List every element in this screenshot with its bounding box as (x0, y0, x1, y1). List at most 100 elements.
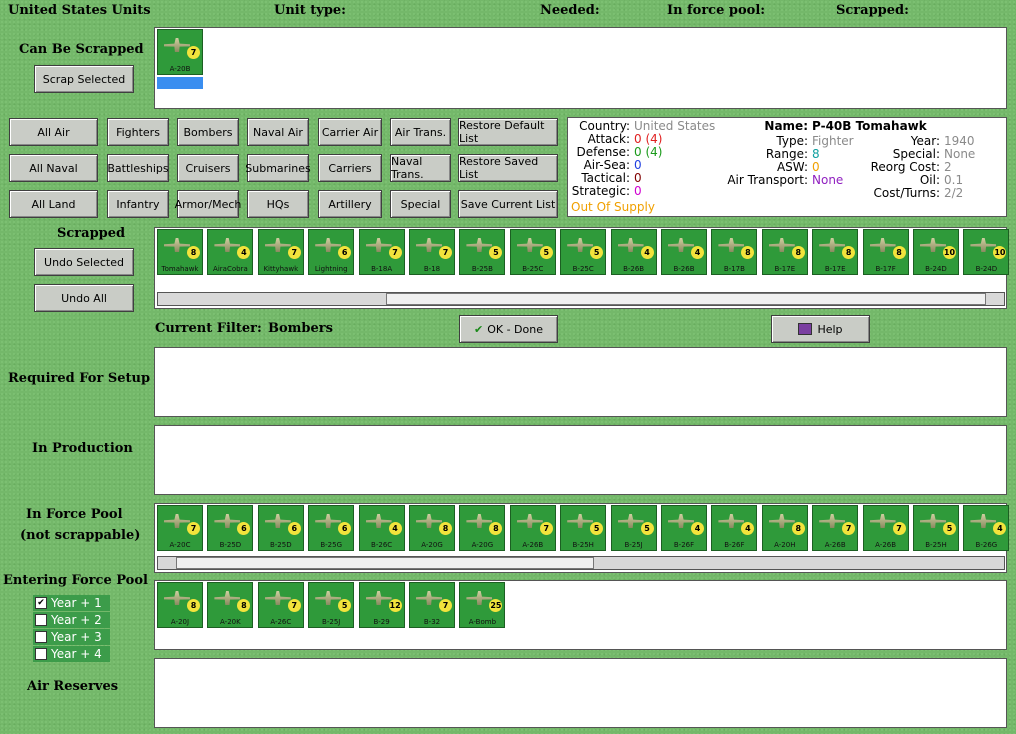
unit-counter[interactable]: 6 B-25G (308, 505, 355, 551)
filter-button[interactable]: Restore Default List (458, 118, 558, 146)
unit-counter[interactable]: 6 B-25D (207, 505, 254, 551)
filter-button[interactable]: Submarines (245, 154, 311, 182)
scrap-button[interactable]: Scrap Selected (34, 65, 134, 93)
filter-button[interactable]: Cruisers (177, 154, 239, 182)
filter-button[interactable]: Restore Saved List (458, 154, 558, 182)
unit-strength: 10 (943, 246, 956, 259)
filter-button[interactable]: Special (390, 190, 451, 218)
checkbox[interactable] (35, 614, 47, 626)
unit-counter[interactable]: 8 A-20K (207, 582, 254, 628)
unit-counter[interactable]: 8 A-20G (459, 505, 506, 551)
help-button[interactable]: Help (771, 315, 870, 343)
unit-counter[interactable]: 8 A-20H (761, 505, 808, 551)
unit-counter[interactable]: 8 A-20J (157, 582, 203, 628)
filter-button[interactable]: All Land (9, 190, 98, 218)
filter-button[interactable]: Carriers (318, 154, 382, 182)
unit-counter[interactable]: 8 B-17F (862, 229, 909, 275)
unit-strength: 8 (791, 522, 805, 535)
undo-all-button[interactable]: Undo All (34, 284, 134, 312)
checkbox[interactable]: ✔ (35, 597, 47, 609)
info-value: 0.1 (944, 173, 964, 187)
unit-counter[interactable]: 7 A-26B (509, 505, 556, 551)
unit-counter[interactable]: 5 B-25J (308, 582, 355, 628)
filter-button[interactable]: Air Trans. (390, 118, 451, 146)
unit-strength: 7 (187, 522, 200, 535)
unit-counter[interactable]: 7 A-26C (257, 582, 304, 628)
unit-strength: 25 (489, 599, 503, 612)
checkbox[interactable] (35, 648, 47, 660)
year-checkbox[interactable]: Year + 3 (33, 629, 110, 645)
filter-button[interactable]: All Air (9, 118, 98, 146)
year-checkbox[interactable]: ✔ Year + 1 (33, 595, 110, 611)
info-value: 0 (4) (634, 145, 663, 159)
unit-counter[interactable]: 4 B-26B (661, 229, 707, 275)
unit-counter[interactable]: 4 B-26B (610, 229, 657, 275)
unit-counter[interactable]: 4 B-26F (661, 505, 707, 551)
filter-button[interactable]: Save Current List (458, 190, 558, 218)
filter-button[interactable]: Naval Trans. (390, 154, 451, 182)
unit-counter[interactable]: 5 B-25H (913, 505, 959, 551)
setup-panel (154, 347, 1007, 417)
unit-counter[interactable]: 8 A-20G (409, 505, 455, 551)
info-status: Out Of Supply (571, 200, 655, 214)
unit-counter[interactable]: 8 Tomahawk (157, 229, 203, 275)
filter-button[interactable]: Infantry (107, 190, 169, 218)
year-checkbox[interactable]: Year + 4 (33, 646, 110, 662)
checkbox[interactable] (35, 631, 47, 643)
unit-code: B-26B (623, 265, 645, 273)
unit-counter[interactable]: 10 B-24D (963, 229, 1010, 275)
unit-art (264, 238, 291, 252)
unit-counter[interactable]: 7 A-26B (862, 505, 909, 551)
info-value: 1940 (944, 134, 975, 148)
section-label: Scrapped (57, 226, 126, 241)
unit-counter[interactable]: 8 B-17E (812, 229, 859, 275)
scrollbar[interactable] (157, 292, 1005, 306)
unit-counter[interactable]: 4 B-26C (358, 505, 405, 551)
unit-counter[interactable]: 6 B-25D (257, 505, 304, 551)
unit-strength: 4 (993, 522, 1007, 535)
info-panel (567, 117, 1007, 217)
unit-counter[interactable]: 5 B-25J (610, 505, 657, 551)
unit-code: B-25C (572, 265, 594, 273)
undo-selected-button[interactable]: Undo Selected (34, 248, 134, 276)
unit-art (768, 238, 795, 252)
unit-art (668, 238, 694, 252)
ok-button[interactable]: ✔ OK - Done (459, 315, 558, 343)
filter-button[interactable]: Bombers (177, 118, 239, 146)
filter-button[interactable]: Armor/Mech (175, 190, 241, 218)
unit-counter[interactable]: 5 B-25H (560, 505, 607, 551)
unit-counter[interactable]: 7 B-32 (409, 582, 455, 628)
filter-button[interactable]: All Naval (9, 154, 98, 182)
scroll-thumb[interactable] (176, 557, 594, 569)
year-checkbox[interactable]: Year + 2 (33, 612, 110, 628)
filter-button[interactable]: Fighters (107, 118, 169, 146)
unit-counter[interactable]: 5 B-25C (560, 229, 607, 275)
unit-counter[interactable]: 7 A-20C (157, 505, 203, 551)
unit-counter[interactable]: 4 B-26F (711, 505, 758, 551)
filter-label: Current Filter: (155, 321, 262, 336)
filter-button[interactable]: Naval Air (247, 118, 309, 146)
scrollbar[interactable] (157, 556, 1005, 570)
unit-counter[interactable]: 5 B-25C (509, 229, 556, 275)
unit-counter[interactable]: 6 Lightning (308, 229, 355, 275)
unit-counter[interactable]: 7 A-26B (812, 505, 859, 551)
unit-counter[interactable]: 12 B-29 (358, 582, 405, 628)
unit-counter[interactable]: 4 AiraCobra (207, 229, 254, 275)
scroll-thumb[interactable] (386, 293, 986, 305)
unit-counter[interactable]: 7 A-20B (157, 29, 203, 75)
filter-button[interactable]: HQs (247, 190, 309, 218)
unit-counter[interactable]: 7 Kittyhawk (257, 229, 304, 275)
unit-counter[interactable]: 4 B-26G (963, 505, 1010, 551)
unit-counter[interactable]: 10 B-24D (913, 229, 959, 275)
filter-button[interactable]: Artillery (318, 190, 382, 218)
filter-button[interactable]: Carrier Air (318, 118, 382, 146)
unit-counter[interactable]: 8 B-17B (711, 229, 758, 275)
unit-counter[interactable]: 7 B-18 (409, 229, 455, 275)
unit-counter[interactable]: 8 B-17E (761, 229, 808, 275)
unit-counter[interactable]: 7 B-18A (358, 229, 405, 275)
unit-strength: 8 (237, 599, 251, 612)
filter-button[interactable]: Battleships (107, 154, 169, 182)
unit-counter[interactable]: 25 A-Bomb (459, 582, 506, 628)
unit-art (365, 514, 392, 528)
unit-counter[interactable]: 5 B-25B (459, 229, 506, 275)
